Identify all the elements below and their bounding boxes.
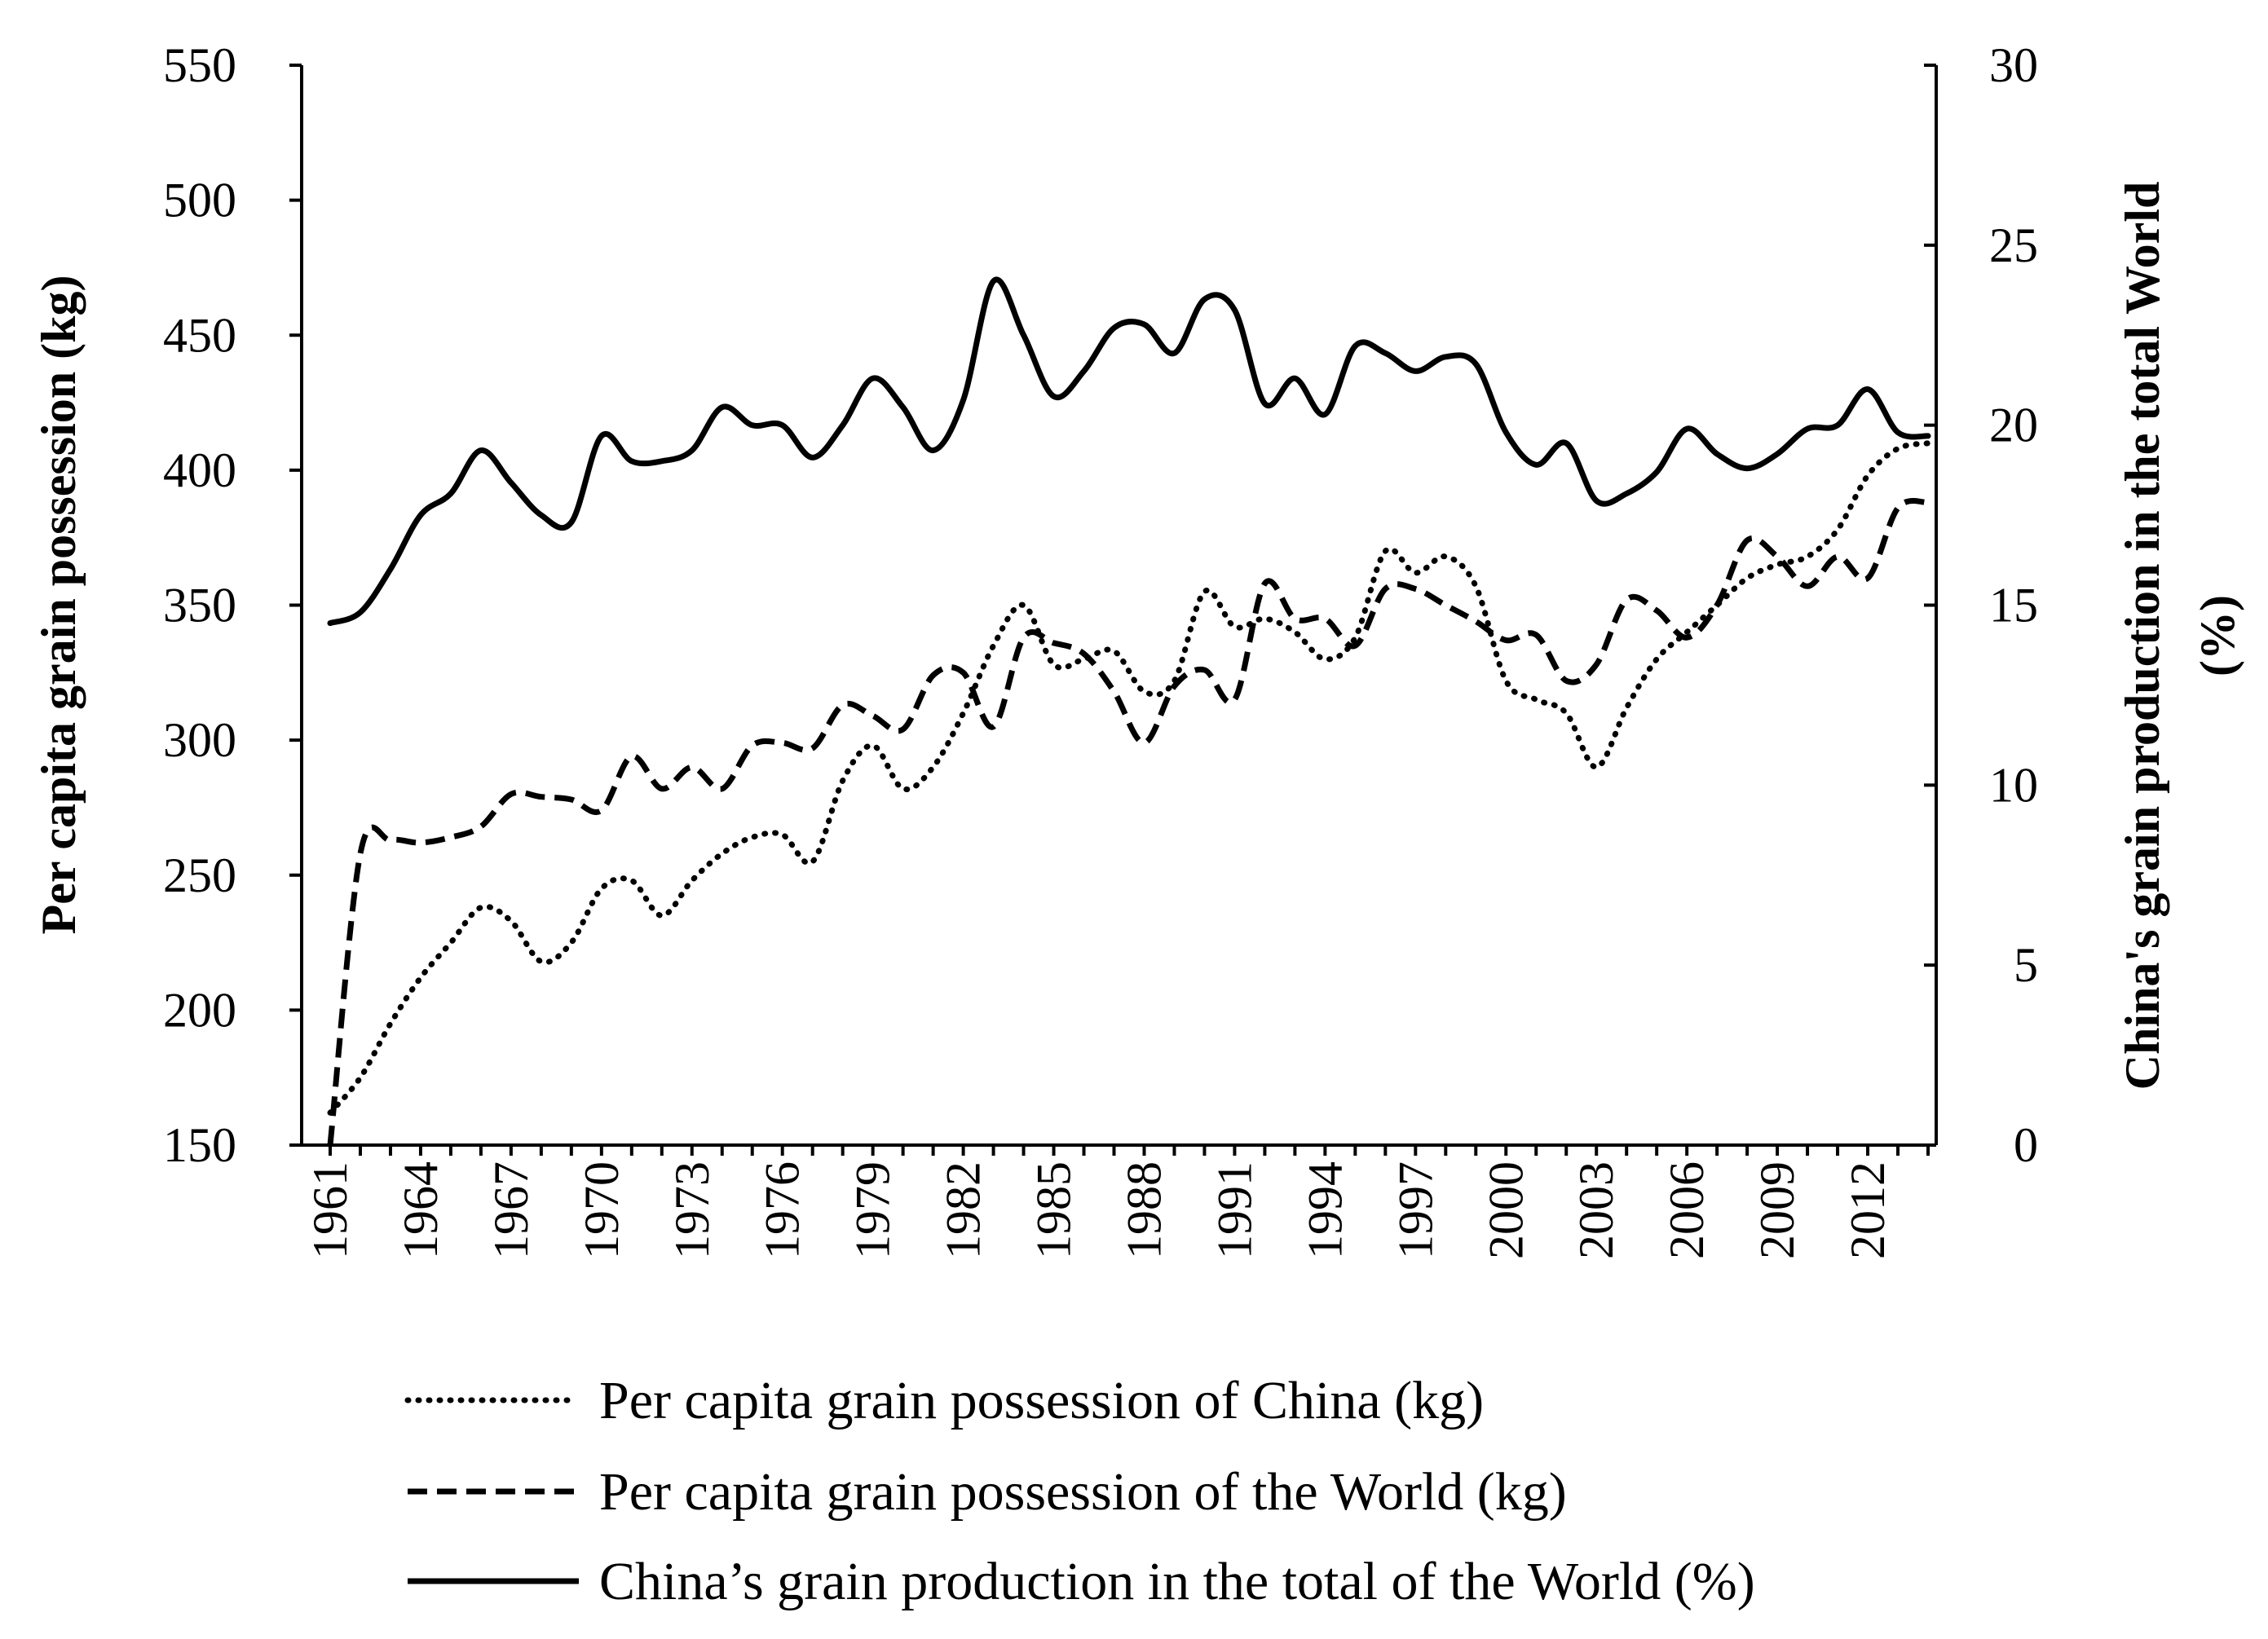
x-ticks: 1961 1964 1967 1970 1973 1976 1979 1982 1985 1988…	[303, 1145, 1930, 1259]
x-tick-label: 1970	[575, 1161, 629, 1259]
left-tick-label: 400	[163, 443, 236, 497]
x-tick-label: 1964	[394, 1161, 448, 1259]
right-tick-label: 5	[2014, 938, 2038, 992]
x-tick-label: 1967	[484, 1161, 538, 1259]
legend: Per capita grain possession of China (kg…	[404, 1371, 1755, 1611]
x-tick-label: 2000	[1479, 1161, 1533, 1259]
left-tick-label: 450	[163, 308, 236, 362]
legend-label-world-per-capita: Per capita grain possession of the World…	[599, 1462, 1567, 1522]
left-tick-label: 150	[163, 1118, 236, 1172]
right-axis-title-line1: China's grain production in the total Wo…	[2116, 182, 2169, 1090]
left-axis-title: Per capita grain possession (kg)	[32, 275, 86, 935]
x-tick-label: 1976	[756, 1161, 810, 1259]
x-tick-label: 1982	[937, 1161, 991, 1259]
x-tick-label: 2003	[1569, 1161, 1623, 1259]
right-tick-label: 15	[1989, 579, 2038, 632]
series-world-per-capita	[327, 498, 1929, 1146]
x-tick-label: 2009	[1750, 1161, 1804, 1259]
right-axis-title-line2: (%)	[2191, 595, 2244, 676]
right-tick-label: 30	[1989, 38, 2038, 92]
x-tick-label: 1973	[665, 1161, 719, 1259]
x-tick-label: 1979	[846, 1161, 900, 1259]
legend-label-china-share: China’s grain production in the total of…	[599, 1552, 1755, 1611]
left-y-ticks: 550 500 450 400 350 300 250 200 150	[163, 38, 302, 1172]
legend-label-china-per-capita: Per capita grain possession of China (kg…	[599, 1371, 1484, 1430]
right-y-ticks: 30 25 20 15 10 5 0	[1924, 38, 2038, 1172]
x-tick-label: 2012	[1841, 1161, 1895, 1259]
left-tick-label: 250	[163, 848, 236, 902]
left-tick-label: 350	[163, 579, 236, 632]
left-tick-label: 300	[163, 713, 236, 767]
x-tick-label: 2006	[1660, 1161, 1714, 1259]
series-china-share	[327, 276, 1931, 627]
x-tick-label: 1988	[1117, 1161, 1171, 1259]
right-tick-label: 10	[1989, 758, 2038, 812]
x-tick-label: 1994	[1298, 1161, 1352, 1259]
series-layer	[327, 276, 1931, 1146]
x-tick-label: 1961	[303, 1161, 357, 1259]
x-tick-label: 1997	[1388, 1161, 1442, 1259]
x-tick-label: 1985	[1027, 1161, 1081, 1259]
left-tick-label: 200	[163, 983, 236, 1037]
right-tick-label: 25	[1989, 218, 2038, 272]
right-tick-label: 0	[2014, 1118, 2038, 1172]
left-tick-label: 550	[163, 38, 236, 92]
left-tick-label: 500	[163, 174, 236, 227]
x-tick-label: 1991	[1207, 1161, 1261, 1259]
right-tick-label: 20	[1989, 399, 2038, 452]
series-china-per-capita	[327, 440, 1931, 1116]
